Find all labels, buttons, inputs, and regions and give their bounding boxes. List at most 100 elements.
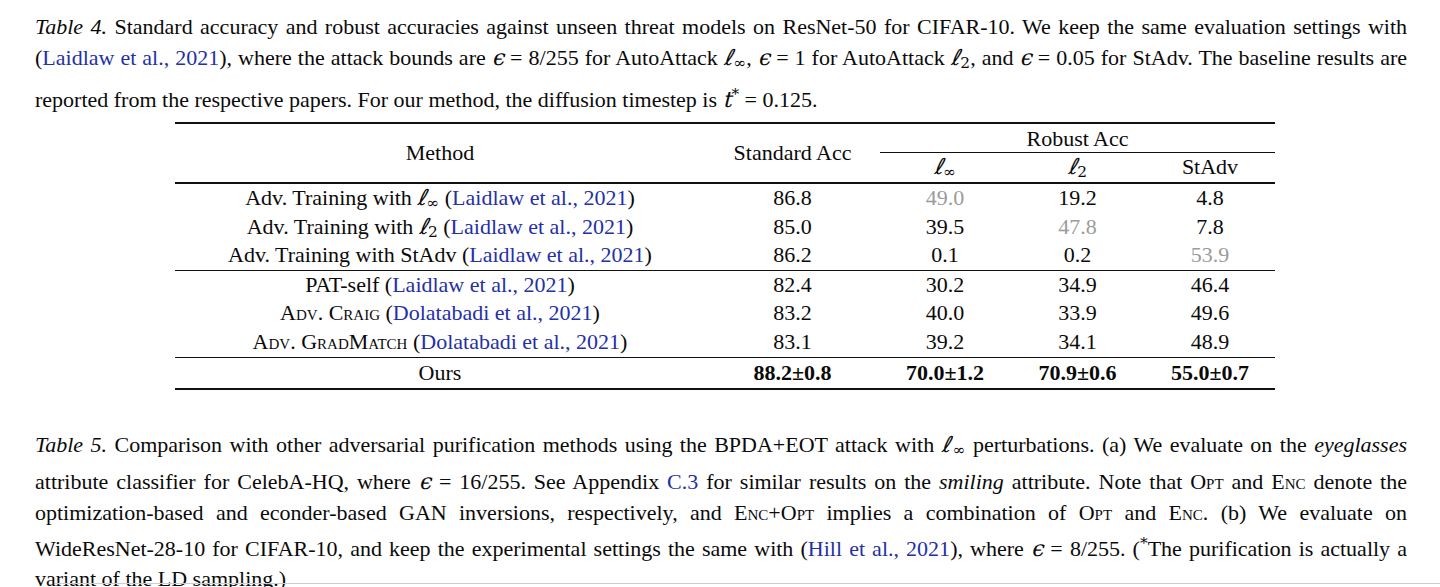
column-header-robust-acc: Robust Acc	[880, 124, 1275, 152]
text-segment: *	[731, 85, 739, 103]
text-segment: ℓ	[942, 432, 953, 457]
text-segment: perturbations. (a) We evaluate on the	[965, 432, 1314, 457]
citation-link[interactable]: Laidlaw et al., 2021	[42, 45, 219, 70]
table-row: Adv. GradMatch (Dolatabadi et al., 2021)…	[175, 328, 1275, 357]
text-segment: ), where the attack bounds are	[219, 45, 492, 70]
text-segment: , and	[970, 45, 1019, 70]
column-header-stadv: StAdv	[1145, 153, 1275, 186]
citation-link[interactable]: Laidlaw et al., 2021	[392, 272, 567, 297]
table-row: Adv. Training with ℓ2 (Laidlaw et al., 2…	[175, 213, 1275, 242]
metric-value: 0.1	[880, 241, 1010, 270]
text-segment: implies a combination of	[814, 500, 1079, 525]
text-segment: Opt	[1190, 469, 1223, 494]
text-segment: ϵ	[419, 469, 431, 494]
text-segment: Ours	[419, 360, 462, 385]
text-segment: for similar results on the	[698, 469, 939, 494]
metric-value: 55.0±0.7	[1145, 358, 1275, 388]
text-segment: = 8/255. (	[1043, 535, 1140, 560]
text-segment: attribute classifier for CelebA-HQ, wher…	[35, 469, 419, 494]
text-segment: ), where	[950, 535, 1031, 560]
text-segment: (	[407, 329, 420, 354]
text-segment: 2	[960, 54, 970, 72]
text-segment: ,	[746, 45, 758, 70]
column-header-linf: ℓ∞	[880, 153, 1010, 186]
metric-value: 46.4	[1145, 271, 1275, 300]
caption-table4: Table 4. Standard accuracy and robust ac…	[35, 11, 1407, 114]
text-segment: ∞	[426, 194, 439, 212]
metric-value: 0.2	[1010, 241, 1145, 270]
column-header-standard-acc: Standard Acc	[705, 124, 880, 182]
text-segment: ∞	[943, 163, 956, 181]
text-segment: ϵ	[758, 45, 770, 70]
method-cell: Adv. Craig (Dolatabadi et al., 2021)	[175, 299, 705, 328]
metric-value: 88.2±0.8	[705, 358, 880, 388]
text-segment: eyeglasses	[1314, 432, 1407, 457]
text-segment: PAT-self (	[305, 272, 392, 297]
text-segment: (	[438, 214, 451, 239]
text-segment: 2	[428, 222, 438, 240]
method-cell: Adv. GradMatch (Dolatabadi et al., 2021)	[175, 328, 705, 357]
citation-link[interactable]: Laidlaw et al., 2021	[451, 214, 626, 239]
caption-table5: Table 5. Comparison with other adversari…	[35, 429, 1407, 587]
text-segment: Adv. Craig	[280, 300, 380, 325]
text-segment: ϵ	[1019, 45, 1031, 70]
text-segment: *	[1140, 534, 1148, 552]
text-segment: Table 4.	[35, 14, 107, 39]
citation-link[interactable]: Dolatabadi et al., 2021	[420, 329, 620, 354]
metric-value: 33.9	[1010, 299, 1145, 328]
citation-link[interactable]: C.3	[667, 469, 698, 494]
robust-acc-group: Robust Acc ℓ∞ ℓ2 StAdv	[880, 124, 1275, 182]
text-segment: )	[627, 185, 634, 210]
text-segment: ℓ	[419, 214, 428, 239]
table-body: Adv. Training with ℓ∞ (Laidlaw et al., 2…	[175, 184, 1275, 388]
text-segment: ℓ	[1068, 154, 1077, 179]
text-segment: (	[439, 185, 452, 210]
metric-value: 40.0	[880, 299, 1010, 328]
text-segment: Opt	[1079, 500, 1112, 525]
text-segment: smiling	[939, 469, 1004, 494]
text-segment: attribute. Note that	[1004, 469, 1190, 494]
metric-value: 53.9	[1145, 241, 1275, 270]
metric-value: 70.0±1.2	[880, 358, 1010, 388]
metric-value: 48.9	[1145, 328, 1275, 357]
text-segment: Adv. Training with	[247, 214, 419, 239]
text-segment: = 0.125.	[739, 86, 817, 111]
text-segment: Adv. Training with StAdv (	[228, 242, 469, 267]
table-section: Ours 88.2±0.870.0±1.270.9±0.655.0±0.7	[175, 357, 1275, 388]
text-segment: ∞	[733, 54, 746, 72]
metric-value: 83.2	[705, 299, 880, 328]
text-segment: )	[626, 214, 633, 239]
table-section: PAT-self (Laidlaw et al., 2021)82.430.23…	[175, 270, 1275, 357]
metric-value: 30.2	[880, 271, 1010, 300]
text-segment: and	[1224, 469, 1272, 494]
metric-value: 49.6	[1145, 299, 1275, 328]
text-segment: Adv. GradMatch	[253, 329, 408, 354]
text-segment: )	[645, 242, 652, 267]
text-segment: ℓ	[724, 45, 734, 70]
text-segment: ∞	[953, 441, 966, 459]
table-row: Adv. Training with ℓ∞ (Laidlaw et al., 2…	[175, 184, 1275, 213]
text-segment: Table 5.	[35, 432, 107, 457]
text-segment: )	[620, 329, 627, 354]
citation-link[interactable]: Laidlaw et al., 2021	[452, 185, 627, 210]
table-bottom-rule	[175, 388, 1275, 390]
citation-link[interactable]: Hill et al., 2021	[808, 535, 950, 560]
text-segment: = 16/255. See Appendix	[431, 469, 667, 494]
citation-link[interactable]: Laidlaw et al., 2021	[469, 242, 644, 267]
text-segment: ℓ	[934, 154, 943, 179]
metric-value: 39.2	[880, 328, 1010, 357]
method-cell: Adv. Training with StAdv (Laidlaw et al.…	[175, 241, 705, 270]
table-row: Adv. Craig (Dolatabadi et al., 2021)83.2…	[175, 299, 1275, 328]
text-segment: )	[593, 300, 600, 325]
text-segment: (	[380, 300, 393, 325]
text-segment: Enc+Opt	[734, 500, 814, 525]
metric-value: 70.9±0.6	[1010, 358, 1145, 388]
results-table: Method Standard Acc Robust Acc ℓ∞ ℓ2 StA…	[175, 122, 1275, 390]
citation-link[interactable]: Dolatabadi et al., 2021	[393, 300, 593, 325]
metric-value: 86.2	[705, 241, 880, 270]
metric-value: 34.1	[1010, 328, 1145, 357]
text-segment: Adv. Training with	[245, 185, 417, 210]
table-row: Adv. Training with StAdv (Laidlaw et al.…	[175, 241, 1275, 270]
text-segment: Comparison with other adversarial purifi…	[107, 432, 942, 457]
text-segment: ℓ	[951, 45, 961, 70]
